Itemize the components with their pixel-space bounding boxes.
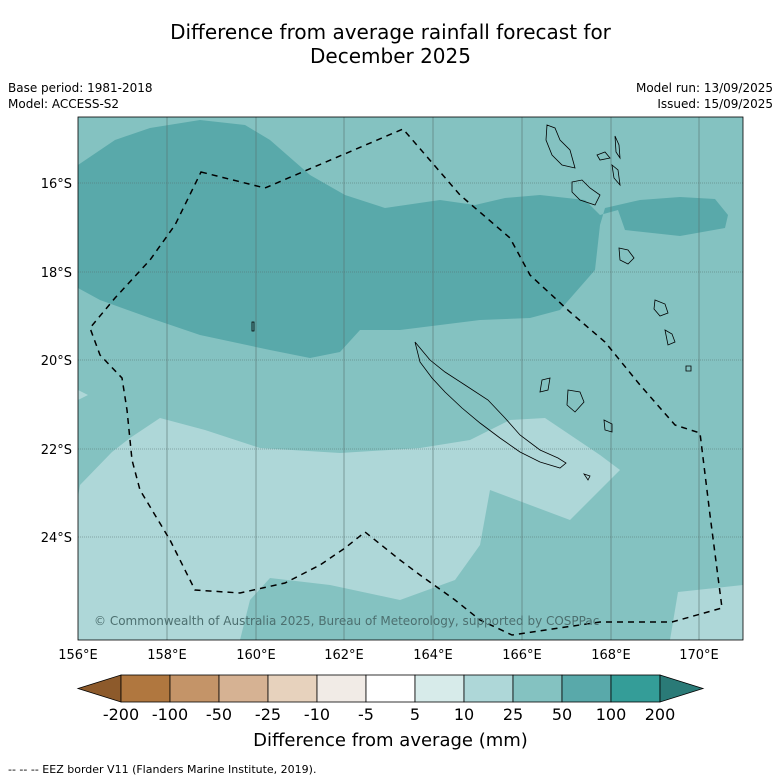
colorbar-title: Difference from average (mm) (253, 730, 528, 751)
colorbar-tick-label: -100 (152, 705, 188, 724)
colorbar-segment (365, 674, 416, 703)
colorbar-segment (561, 674, 612, 703)
model-text: Model: ACCESS-S2 (8, 97, 120, 111)
lon-label: 162°E (324, 648, 364, 663)
small-island (611, 164, 621, 187)
base-period-text: Base period: 1981-2018 (8, 81, 153, 95)
longitude-labels: 156°E 158°E 160°E 162°E 164°E 166°E 168°… (58, 648, 719, 663)
colorbar-segment (463, 674, 514, 703)
small-island (583, 473, 591, 481)
lon-label: 160°E (236, 648, 276, 663)
model-run-text: Model run: 13/09/2025 (635, 81, 773, 95)
issued-text: Issued: 15/09/2025 (657, 97, 773, 111)
colorbar-segment (218, 674, 269, 703)
colorbar-segment (610, 674, 661, 703)
colorbar-tick-label: 50 (552, 705, 572, 724)
lat-label: 16°S (41, 177, 72, 192)
colorbar-tick-label: -200 (103, 705, 139, 724)
colorbar-extend-high (659, 674, 705, 703)
colorbar-tick-label: 5 (410, 705, 420, 724)
chart-title-line1: Difference from average rainfall forecas… (170, 20, 611, 44)
lon-label: 158°E (147, 648, 187, 663)
chart-title-line2: December 2025 (310, 44, 471, 68)
small-island (664, 329, 676, 346)
coastlines (251, 124, 692, 481)
map-frame (77, 116, 744, 641)
colorbar-segment (512, 674, 563, 703)
lat-label: 24°S (41, 531, 72, 546)
colorbar-tick-label: -5 (358, 705, 374, 724)
small-island (539, 377, 551, 393)
lat-label: 18°S (41, 266, 72, 281)
tanna-island (618, 247, 635, 265)
lon-label: 164°E (413, 648, 453, 663)
copyright-text: © Commonwealth of Australia 2025, Bureau… (94, 614, 600, 628)
anomaly-50-100-region (78, 120, 728, 358)
colorbar-tick-label: 100 (596, 705, 627, 724)
anomaly-10-25-region (78, 418, 620, 640)
lat-label: 20°S (41, 354, 72, 369)
small-island (653, 299, 669, 317)
map-area (78, 117, 743, 640)
colorbar-tick-label: 25 (503, 705, 523, 724)
colorbar-extend-low (76, 674, 122, 703)
colorbar-tick-label: 200 (645, 705, 676, 724)
malakula-island (571, 179, 601, 206)
lifou-island (566, 389, 585, 413)
colorbar-segment (316, 674, 367, 703)
small-island (251, 321, 255, 332)
espiritu-santo-island (545, 124, 576, 169)
small-island (685, 365, 692, 372)
colorbar-tick-label: -25 (255, 705, 281, 724)
latitude-labels: 16°S 18°S 20°S 22°S 24°S (41, 177, 72, 546)
colorbar-segment (120, 674, 171, 703)
eez-legend-text: -- -- -- EEZ border V11 (Flanders Marine… (8, 763, 317, 776)
colorbar-segment (267, 674, 318, 703)
anomaly-10-25-region (78, 390, 88, 400)
colorbar-segment (414, 674, 465, 703)
new-caledonia-island (414, 341, 567, 469)
colorbar-tick-label: -10 (304, 705, 330, 724)
small-island (596, 151, 611, 161)
colorbar: -200 -100 -50 -25 -10 -5 5 10 25 50 100 200 (76, 674, 705, 724)
lat-label: 22°S (41, 443, 72, 458)
lon-label: 156°E (58, 648, 98, 663)
lon-label: 168°E (591, 648, 631, 663)
colorbar-tick-label: 10 (454, 705, 474, 724)
colorbar-tick-label: -50 (206, 705, 232, 724)
eez-border-line (89, 128, 723, 636)
colorbar-segment (169, 674, 220, 703)
lon-label: 166°E (502, 648, 542, 663)
small-island (614, 135, 621, 160)
lon-label: 170°E (679, 648, 719, 663)
small-island (603, 419, 613, 433)
